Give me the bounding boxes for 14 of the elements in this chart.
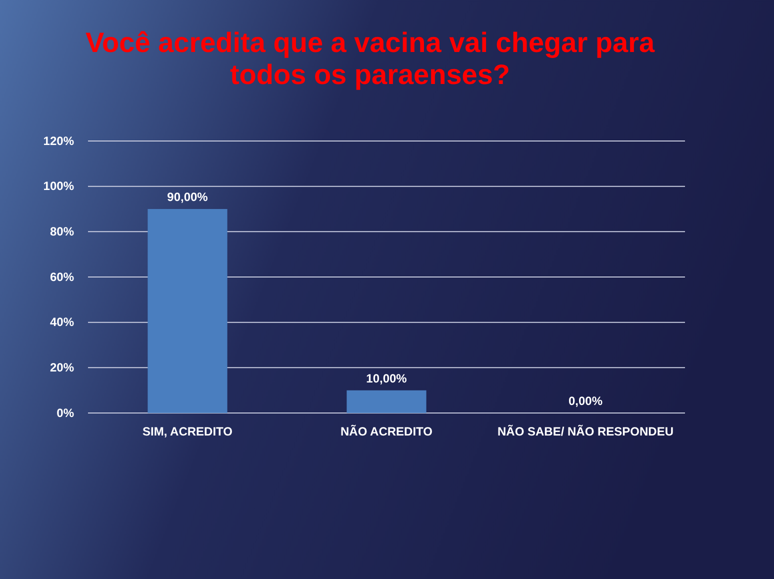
data-label: 0,00% <box>568 394 603 408</box>
y-tick-label: 80% <box>50 224 74 239</box>
x-tick-label: NÃO ACREDITO <box>340 424 433 439</box>
y-tick-label: 0% <box>56 406 74 420</box>
x-tick-label: NÃO SABE/ NÃO RESPONDEU <box>497 424 674 439</box>
y-tick-label: 120% <box>43 134 74 148</box>
x-tick-label: SIM, ACREDITO <box>142 424 233 439</box>
y-tick-label: 40% <box>50 315 74 330</box>
chart-title: Você acredita que a vacina vai chegar para todos os paraenses? <box>85 27 655 90</box>
y-tick-label: 60% <box>50 270 74 284</box>
data-label: 90,00% <box>167 190 208 204</box>
data-label: 10,00% <box>366 371 408 386</box>
y-tick-label: 100% <box>43 179 74 194</box>
y-tick-label: 20% <box>50 360 74 375</box>
